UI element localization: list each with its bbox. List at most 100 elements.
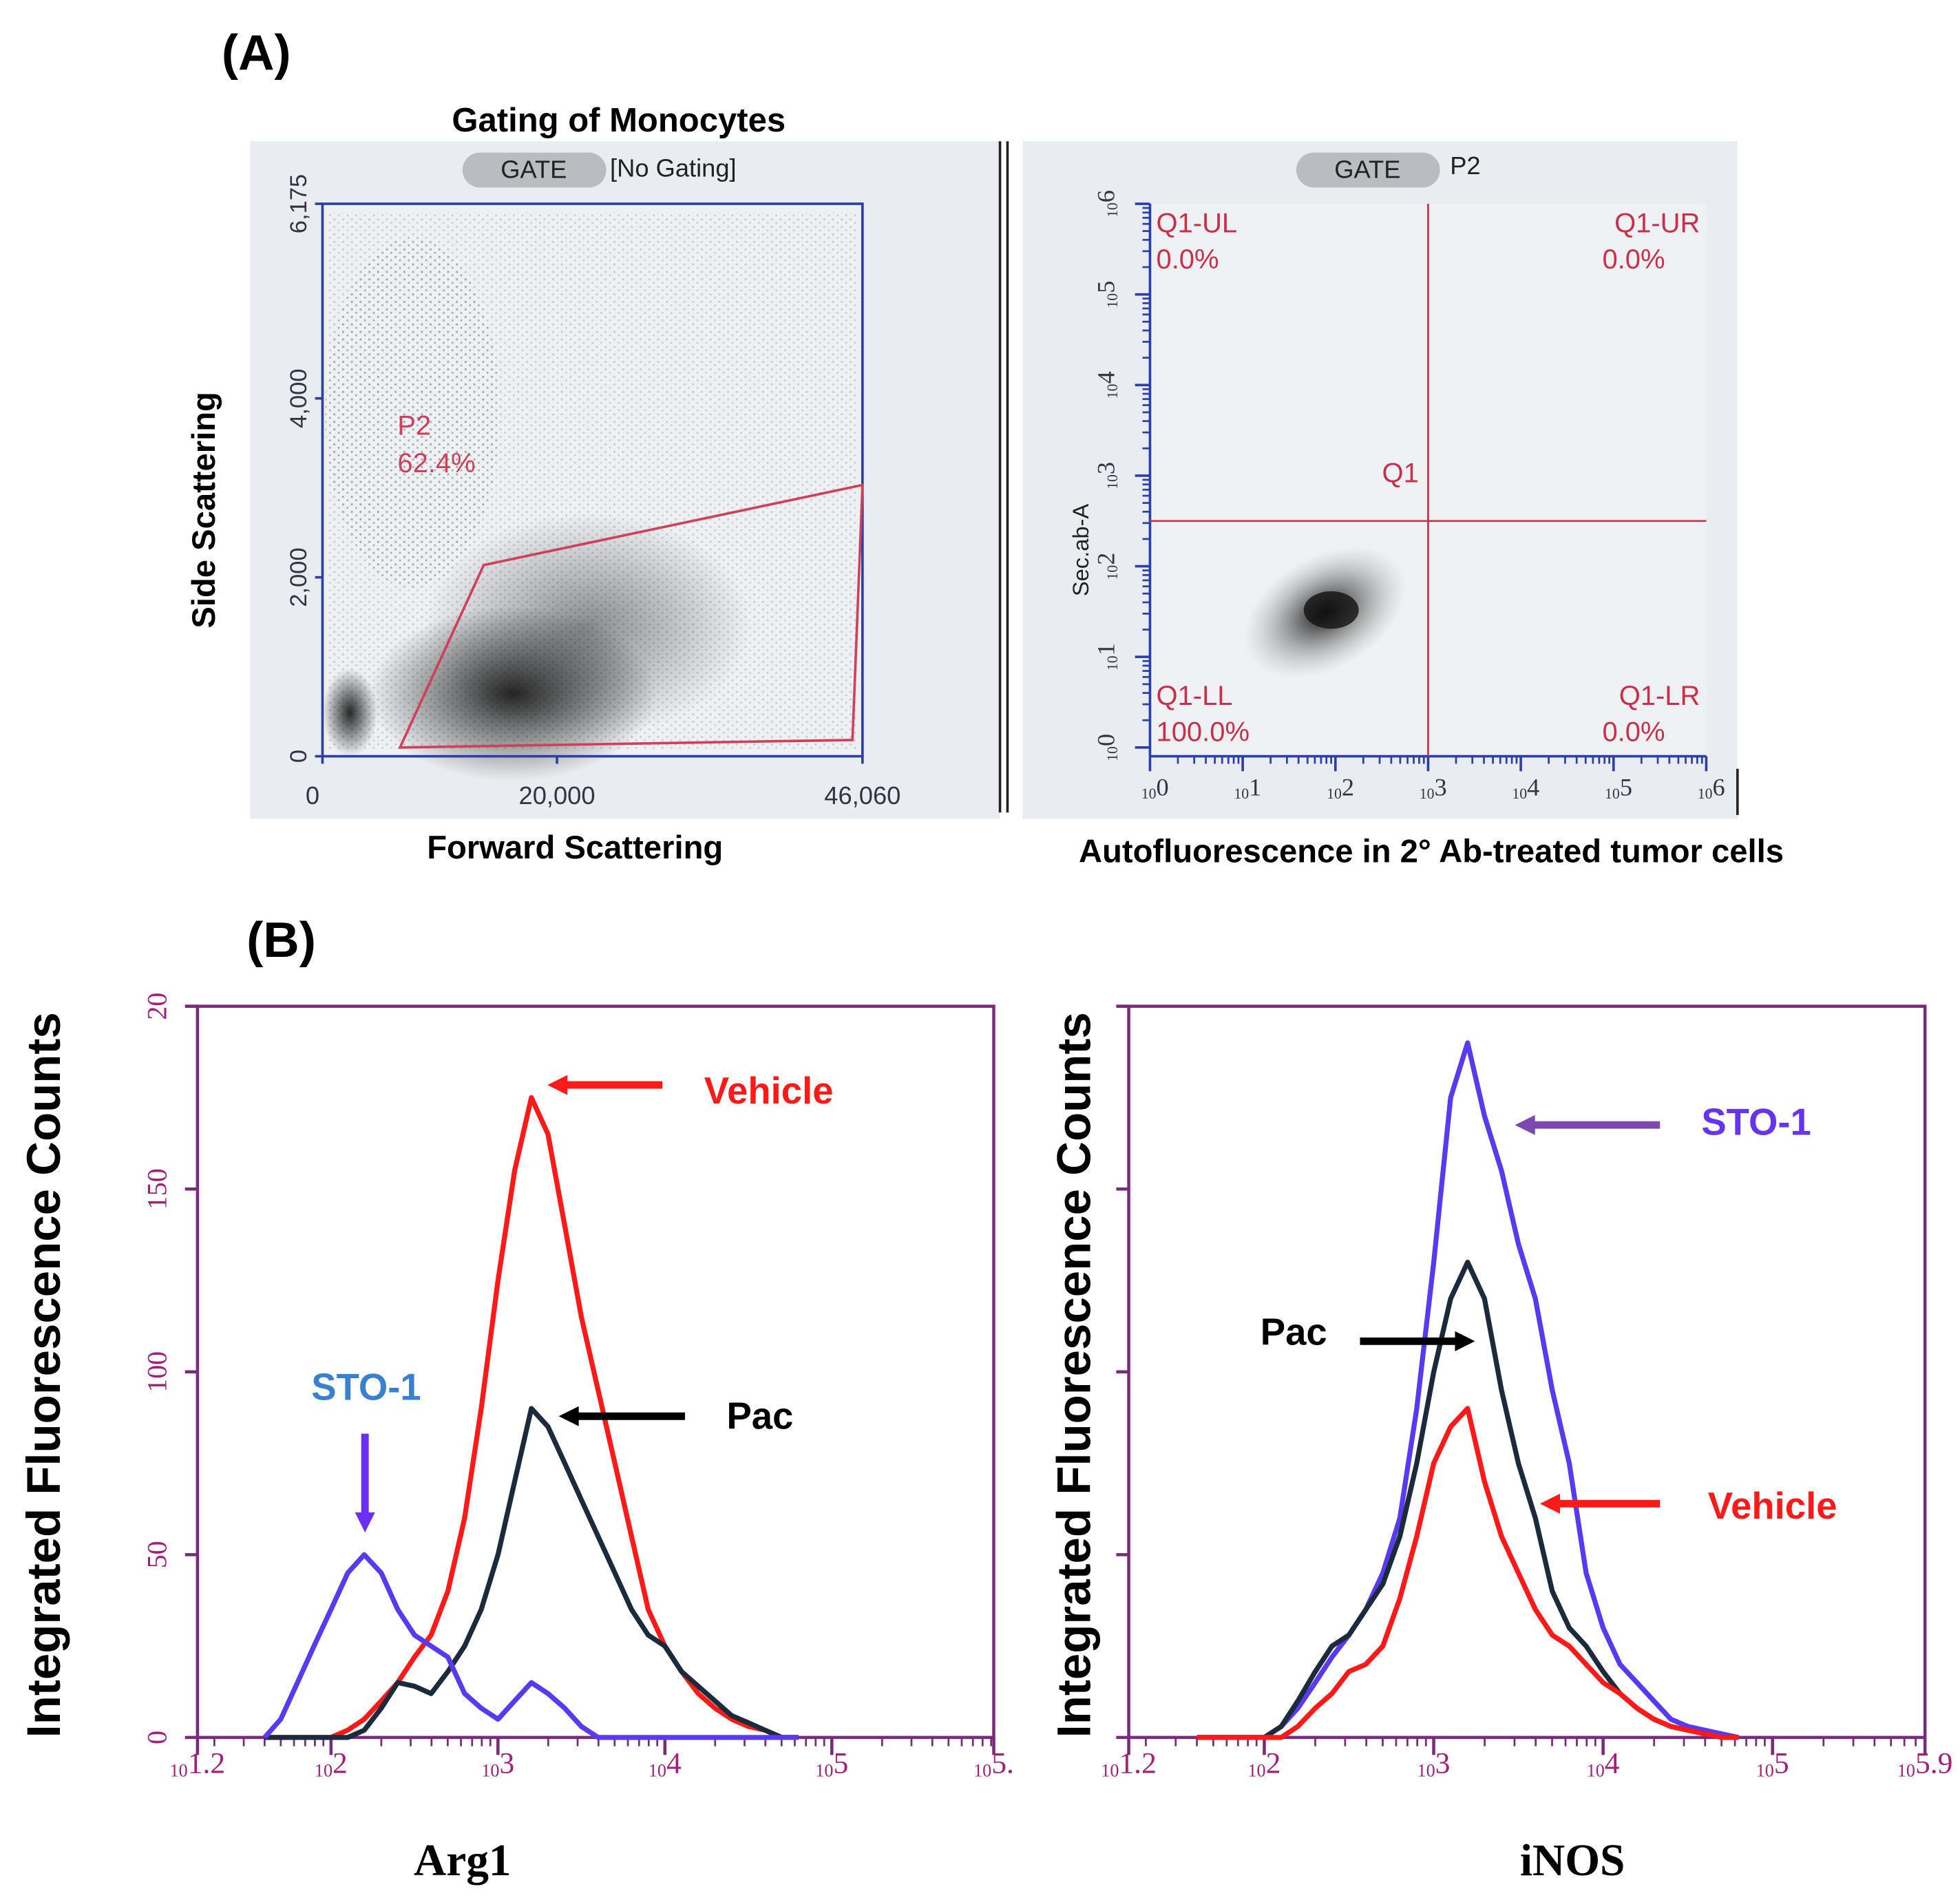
x-tick-label: 0	[306, 781, 319, 810]
tick-exp: 3	[1435, 1747, 1451, 1780]
series-line	[264, 1095, 799, 1740]
tick-base: 10	[1897, 1760, 1915, 1780]
tick-base: 10	[1420, 785, 1435, 802]
tick-exp: 1.2	[1119, 1747, 1156, 1780]
panel-label: (B)	[246, 912, 316, 968]
gate-button-label: GATE	[500, 155, 567, 183]
y-axis-label: Sec.ab-A	[1068, 504, 1093, 597]
annotation-arrowhead	[1515, 1115, 1535, 1135]
quadrant-name: Q1	[1382, 458, 1419, 489]
tick-exp: 3	[1434, 774, 1446, 801]
tick-exp: 4	[1093, 371, 1120, 383]
tick-exp: 5.	[991, 1747, 1014, 1780]
tick-exp: 5	[1093, 281, 1120, 293]
series-line	[1197, 1406, 1739, 1740]
tick-label: 102	[1093, 553, 1121, 580]
tick-base: 10	[1234, 785, 1249, 802]
annotation-arrowhead	[547, 1075, 568, 1095]
tick-base: 10	[1698, 785, 1713, 802]
tick-label: 105.9	[1897, 1747, 1953, 1781]
y-axis-label: Integrated Fluorescence Counts	[17, 1012, 70, 1738]
quadrant-percent: 0.0%	[1602, 244, 1665, 275]
series-label: Pac	[726, 1395, 793, 1437]
quadrant-percent: 100.0%	[1157, 717, 1250, 747]
gate-button	[462, 152, 607, 188]
tick-base: 10	[1104, 746, 1121, 761]
tick-label: 101.2	[1101, 1747, 1157, 1781]
quadrant-label: Q1-LL	[1157, 681, 1233, 711]
y-tick-label: 0	[142, 1731, 173, 1744]
tick-label: 104	[1093, 371, 1121, 399]
annotation-arrowhead	[558, 1406, 579, 1426]
tick-base: 10	[1418, 1760, 1435, 1780]
tick-base: 10	[1512, 785, 1527, 802]
event-cloud	[425, 512, 750, 738]
y-tick-label: 0	[286, 750, 312, 763]
tick-label: 104	[1587, 1747, 1620, 1781]
tick-label: 102	[1327, 774, 1354, 802]
tick-base: 10	[481, 1760, 499, 1780]
tick-base: 10	[1104, 202, 1121, 218]
y-tick-label: 50	[142, 1541, 173, 1568]
tick-base: 10	[1141, 785, 1157, 802]
tick-exp: 1	[1249, 774, 1261, 801]
tick-exp: 5	[833, 1747, 848, 1780]
tick-exp: 4	[666, 1747, 682, 1780]
plot-border	[321, 202, 864, 758]
tick-exp: 2	[333, 1747, 348, 1780]
gate-button-label: GATE	[1334, 155, 1400, 183]
quadrant-percent: 0.0%	[1157, 244, 1219, 275]
tick-exp: 2	[1266, 1747, 1281, 1780]
tick-base: 10	[1605, 785, 1620, 802]
gate-name: P2	[397, 411, 431, 441]
series-line	[264, 1406, 799, 1740]
tick-base: 10	[1104, 655, 1121, 671]
tick-exp: 5.9	[1915, 1747, 1952, 1780]
x-axis-label: Arg1	[414, 1836, 512, 1886]
x-tick-label: 46,060	[824, 781, 900, 810]
tick-exp: 1	[1093, 643, 1120, 655]
tick-label: 103	[1420, 774, 1447, 802]
tick-base: 10	[815, 1760, 833, 1780]
chart-title: Gating of Monocytes	[452, 102, 786, 139]
quadrant-label: Q1-UL	[1157, 208, 1238, 238]
tick-label: 106	[1093, 190, 1121, 218]
tick-label: 105.	[973, 1747, 1014, 1781]
tick-label: 103	[1093, 462, 1121, 489]
tick-label: 101	[1234, 774, 1261, 802]
tick-base: 10	[1104, 293, 1121, 308]
tick-exp: 3	[1093, 462, 1120, 474]
annotation-arrowhead	[1455, 1331, 1475, 1351]
y-tick-label: 2,000	[286, 547, 312, 606]
gate-percent: 62.4%	[397, 448, 475, 478]
tick-exp: 5	[1620, 774, 1632, 801]
y-axis-label: Integrated Fluorescence Counts	[1047, 1012, 1100, 1738]
panel-label: (A)	[222, 25, 291, 81]
gate-status: P2	[1450, 151, 1480, 180]
x-axis-label: Forward Scattering	[427, 830, 723, 866]
tick-label: 100	[1093, 734, 1121, 761]
tick-exp: 5	[1774, 1747, 1789, 1780]
tick-exp: 6	[1712, 774, 1725, 801]
tick-label: 103	[1418, 1747, 1451, 1781]
tick-exp: 2	[1342, 774, 1354, 801]
quadrant-label: Q1-LR	[1619, 681, 1700, 711]
y-tick-label: 20	[142, 993, 173, 1020]
tick-base: 10	[1104, 383, 1121, 399]
tick-exp: 0	[1157, 774, 1169, 801]
tick-label: 104	[649, 1747, 682, 1781]
tick-base: 10	[1101, 1760, 1119, 1780]
tick-exp: 1.2	[188, 1747, 225, 1780]
tick-exp: 4	[1527, 774, 1539, 801]
x-tick-label: 20,000	[519, 781, 596, 810]
quadrant-label: Q1-UR	[1614, 208, 1700, 238]
tick-base: 10	[1104, 565, 1121, 580]
tick-label: 105	[1093, 281, 1121, 308]
y-tick-label: 150	[142, 1168, 173, 1210]
tick-exp: 6	[1093, 190, 1120, 202]
series-line	[262, 1552, 799, 1740]
series-label: Pac	[1261, 1311, 1327, 1353]
y-axis-label: Side Scattering	[186, 392, 222, 629]
y-tick-label: 6,175	[286, 174, 312, 233]
